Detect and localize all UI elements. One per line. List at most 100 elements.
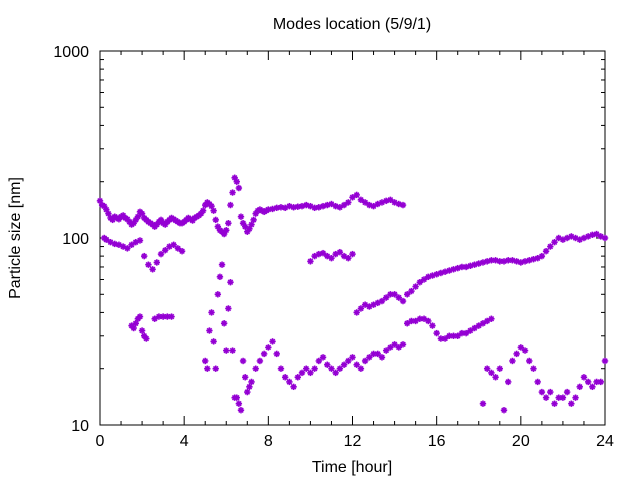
data-point <box>166 243 173 250</box>
data-point <box>454 332 461 339</box>
data-point <box>530 365 537 372</box>
data-point <box>286 378 293 386</box>
data-point <box>563 388 571 396</box>
data-point <box>433 329 440 337</box>
data-point <box>357 196 365 204</box>
data-point <box>526 257 533 264</box>
x-axis-title: Time [hour] <box>312 459 392 476</box>
chart-title: Modes location (5/9/1) <box>273 16 431 33</box>
data-point <box>361 357 369 365</box>
data-point <box>212 216 219 224</box>
data-point <box>395 294 402 301</box>
data-point <box>319 354 327 361</box>
data-point <box>538 388 546 396</box>
data-point <box>340 361 348 368</box>
data-point <box>542 247 550 255</box>
data-point <box>246 383 253 391</box>
data-point <box>488 369 495 377</box>
data-point <box>340 201 348 209</box>
y-tick-label: 100 <box>62 231 89 248</box>
data-point <box>206 327 213 334</box>
data-point <box>162 247 169 254</box>
data-point <box>202 357 209 365</box>
data-point <box>357 365 365 372</box>
data-point <box>229 189 236 196</box>
data-point <box>130 324 137 332</box>
data-point <box>241 374 249 381</box>
data-point <box>387 196 394 204</box>
data-point <box>395 344 402 351</box>
data-point <box>277 365 285 372</box>
data-point <box>576 383 583 391</box>
data-point <box>425 317 432 325</box>
data-point <box>416 279 424 286</box>
data-point <box>408 287 415 295</box>
data-point <box>143 335 150 342</box>
data-point <box>488 315 495 322</box>
data-point <box>223 347 230 354</box>
data-point <box>345 357 352 365</box>
data-point <box>526 357 533 365</box>
data-point <box>374 350 381 358</box>
data-point <box>239 357 247 365</box>
data-point <box>319 249 327 257</box>
data-point <box>378 297 386 305</box>
data-point <box>420 276 428 283</box>
data-point <box>441 335 449 342</box>
data-point <box>170 241 177 248</box>
data-point <box>210 207 217 214</box>
x-tick-label: 20 <box>512 433 530 450</box>
data-point <box>225 305 232 312</box>
data-point <box>265 344 272 351</box>
data-point <box>233 394 240 401</box>
data-point <box>281 374 289 381</box>
data-point <box>136 237 144 244</box>
data-point <box>233 178 240 185</box>
data-point <box>353 191 360 199</box>
data-point <box>218 261 226 268</box>
data-point <box>404 291 411 298</box>
data-point <box>382 294 390 301</box>
data-point <box>157 250 165 258</box>
data-point <box>437 335 445 342</box>
data-point <box>568 400 575 407</box>
data-point <box>483 365 491 372</box>
data-point <box>551 238 558 246</box>
data-point <box>349 250 356 258</box>
data-point <box>601 357 609 365</box>
data-point <box>479 400 487 407</box>
data-point <box>208 309 215 316</box>
data-point <box>559 394 567 401</box>
data-point <box>273 350 280 358</box>
data-point <box>391 341 398 348</box>
data-point <box>584 378 592 386</box>
data-point <box>349 354 356 361</box>
data-point <box>178 247 186 255</box>
data-points <box>96 174 609 414</box>
data-point <box>496 258 503 265</box>
data-point <box>332 369 339 377</box>
data-point <box>336 248 344 256</box>
data-point <box>462 329 470 337</box>
data-point <box>153 259 161 266</box>
y-tick-label: 1000 <box>53 44 89 61</box>
data-point <box>366 303 373 310</box>
data-point <box>412 283 419 290</box>
data-point <box>542 394 550 401</box>
data-point <box>336 365 344 372</box>
data-point <box>220 320 228 327</box>
data-point <box>551 400 558 407</box>
data-point <box>294 374 301 381</box>
data-point <box>593 230 600 238</box>
data-point <box>252 365 259 372</box>
data-point <box>237 406 245 414</box>
data-point <box>290 383 297 391</box>
data-point <box>471 324 478 332</box>
data-point <box>229 347 236 354</box>
data-point <box>260 350 268 358</box>
x-tick-label: 16 <box>428 433 446 450</box>
x-tick-label: 12 <box>344 433 362 450</box>
y-tick-label: 10 <box>71 418 89 435</box>
